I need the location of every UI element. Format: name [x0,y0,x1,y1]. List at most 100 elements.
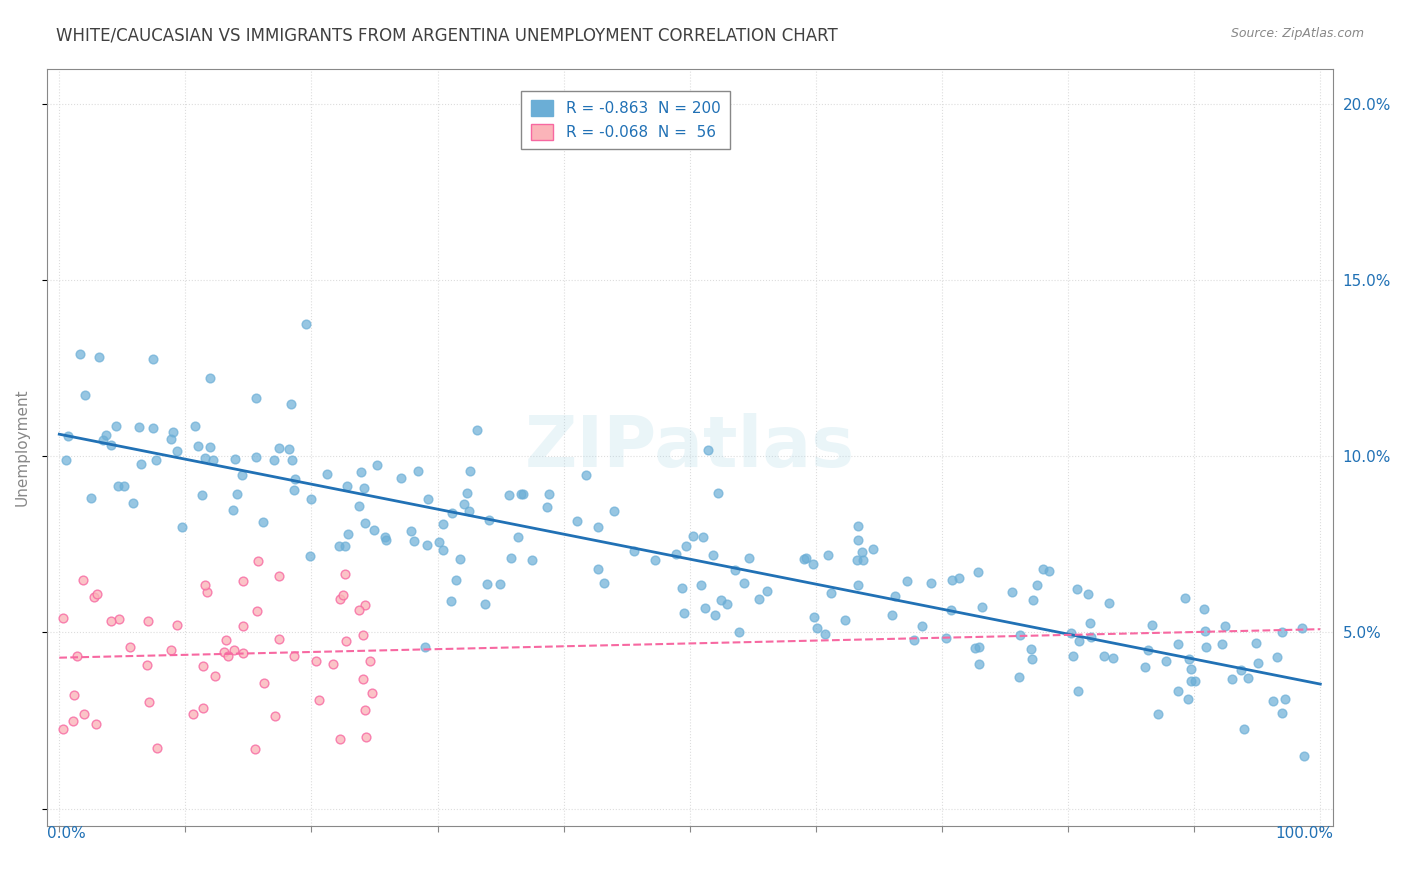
Whites/Caucasians [1229,663,1251,677]
Whites/Caucasians [696,443,718,458]
Whites/Caucasians [689,577,711,591]
Whites/Caucasians [748,592,770,607]
Whites/Caucasians [353,481,375,495]
Whites/Caucasians [194,450,217,465]
Immigrants from Argentina [62,688,84,702]
Immigrants from Argentina [212,644,235,658]
Whites/Caucasians [1133,660,1156,674]
Whites/Caucasians [1167,637,1189,651]
Whites/Caucasians [756,584,779,599]
Whites/Caucasians [852,553,875,567]
Whites/Caucasians [1215,618,1237,632]
Whites/Caucasians [91,433,114,447]
Whites/Caucasians [408,464,430,478]
Whites/Caucasians [55,453,77,467]
Whites/Caucasians [456,486,478,500]
Whites/Caucasians [252,515,274,529]
Whites/Caucasians [1032,561,1054,575]
Whites/Caucasians [603,504,626,518]
Whites/Caucasians [198,440,221,454]
Whites/Caucasians [520,553,543,567]
Whites/Caucasians [896,574,918,589]
Immigrants from Argentina [243,742,266,756]
Whites/Caucasians [948,571,970,585]
Whites/Caucasians [834,613,856,627]
Whites/Caucasians [283,483,305,497]
Whites/Caucasians [1195,640,1218,654]
Whites/Caucasians [1211,637,1233,651]
Whites/Caucasians [413,640,436,655]
Text: 0.0%: 0.0% [46,826,86,841]
Whites/Caucasians [280,397,302,411]
Whites/Caucasians [1237,671,1260,685]
Whites/Caucasians [538,487,561,501]
Whites/Caucasians [350,465,373,479]
Whites/Caucasians [565,514,588,528]
Whites/Caucasians [665,548,688,562]
Whites/Caucasians [880,608,903,623]
Whites/Caucasians [1178,652,1201,666]
Immigrants from Argentina [73,706,96,721]
Whites/Caucasians [536,500,558,515]
Whites/Caucasians [693,600,716,615]
Whites/Caucasians [510,487,533,501]
Immigrants from Argentina [83,590,105,604]
Whites/Caucasians [1022,593,1045,607]
Immigrants from Argentina [329,592,352,607]
Whites/Caucasians [1025,578,1047,592]
Whites/Caucasians [671,581,693,595]
Whites/Caucasians [1271,625,1294,640]
Immigrants from Argentina [62,714,84,728]
Whites/Caucasians [187,439,209,453]
Text: ZIPatlas: ZIPatlas [524,413,855,482]
Whites/Caucasians [692,530,714,544]
Whites/Caucasians [245,391,267,405]
Immigrants from Argentina [204,669,226,683]
Whites/Caucasians [588,520,610,534]
Whites/Caucasians [202,452,225,467]
Whites/Caucasians [1098,596,1121,610]
Immigrants from Argentina [72,573,94,587]
Whites/Caucasians [1184,673,1206,688]
Immigrants from Argentina [232,574,254,588]
Whites/Caucasians [593,575,616,590]
Whites/Caucasians [283,472,305,486]
Whites/Caucasians [575,467,598,482]
Immigrants from Argentina [353,598,375,612]
Whites/Caucasians [441,506,464,520]
Whites/Caucasians [623,543,645,558]
Whites/Caucasians [903,633,925,648]
Whites/Caucasians [728,625,751,640]
Whites/Caucasians [221,503,243,517]
Immigrants from Argentina [166,618,188,632]
Whites/Caucasians [1180,674,1202,689]
Immigrants from Argentina [352,628,374,642]
Immigrants from Argentina [269,632,291,646]
Whites/Caucasians [458,504,481,518]
Whites/Caucasians [444,574,467,588]
Whites/Caucasians [458,464,481,478]
Text: Source: ZipAtlas.com: Source: ZipAtlas.com [1230,27,1364,40]
Whites/Caucasians [1092,649,1115,664]
Whites/Caucasians [682,529,704,543]
Whites/Caucasians [1007,670,1029,684]
Immigrants from Argentina [335,634,357,648]
Whites/Caucasians [184,419,207,434]
Whites/Caucasians [94,427,117,442]
Whites/Caucasians [295,317,318,331]
Immigrants from Argentina [181,707,204,722]
Whites/Caucasians [794,551,817,566]
Whites/Caucasians [1233,722,1256,736]
Whites/Caucasians [142,352,165,367]
Whites/Caucasians [1244,635,1267,649]
Immigrants from Argentina [332,588,354,602]
Whites/Caucasians [803,609,825,624]
Immigrants from Argentina [159,642,181,657]
Whites/Caucasians [69,347,91,361]
Whites/Caucasians [224,451,246,466]
Immigrants from Argentina [264,709,287,723]
Text: 100.0%: 100.0% [1275,826,1333,841]
Whites/Caucasians [1154,654,1177,668]
Whites/Caucasians [1265,649,1288,664]
Whites/Caucasians [586,562,609,576]
